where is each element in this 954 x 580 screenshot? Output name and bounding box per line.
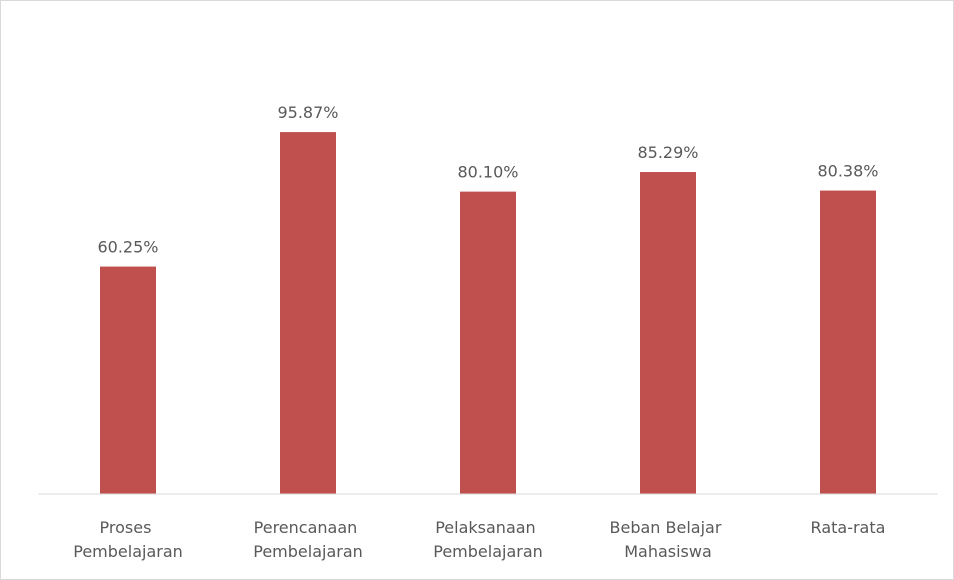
x-tick-label: Proses Pembelajaran bbox=[73, 518, 183, 561]
x-tick-label: Rata-rata bbox=[811, 518, 886, 537]
bar bbox=[100, 266, 156, 494]
x-tick-label: Beban Belajar Mahasiswa bbox=[610, 518, 727, 561]
data-label: 80.38% bbox=[817, 162, 878, 181]
bar bbox=[640, 172, 696, 494]
x-tick-label: Pelaksanaan Pembelajaran bbox=[433, 518, 543, 561]
x-tick-label: Perencanaan Pembelajaran bbox=[253, 518, 363, 561]
data-label: 80.10% bbox=[457, 163, 518, 182]
data-label: 60.25% bbox=[97, 238, 158, 257]
bar bbox=[280, 132, 336, 494]
data-label: 85.29% bbox=[637, 143, 698, 162]
bar bbox=[820, 190, 876, 495]
data-label: 95.87% bbox=[277, 103, 338, 122]
bar bbox=[460, 191, 516, 494]
